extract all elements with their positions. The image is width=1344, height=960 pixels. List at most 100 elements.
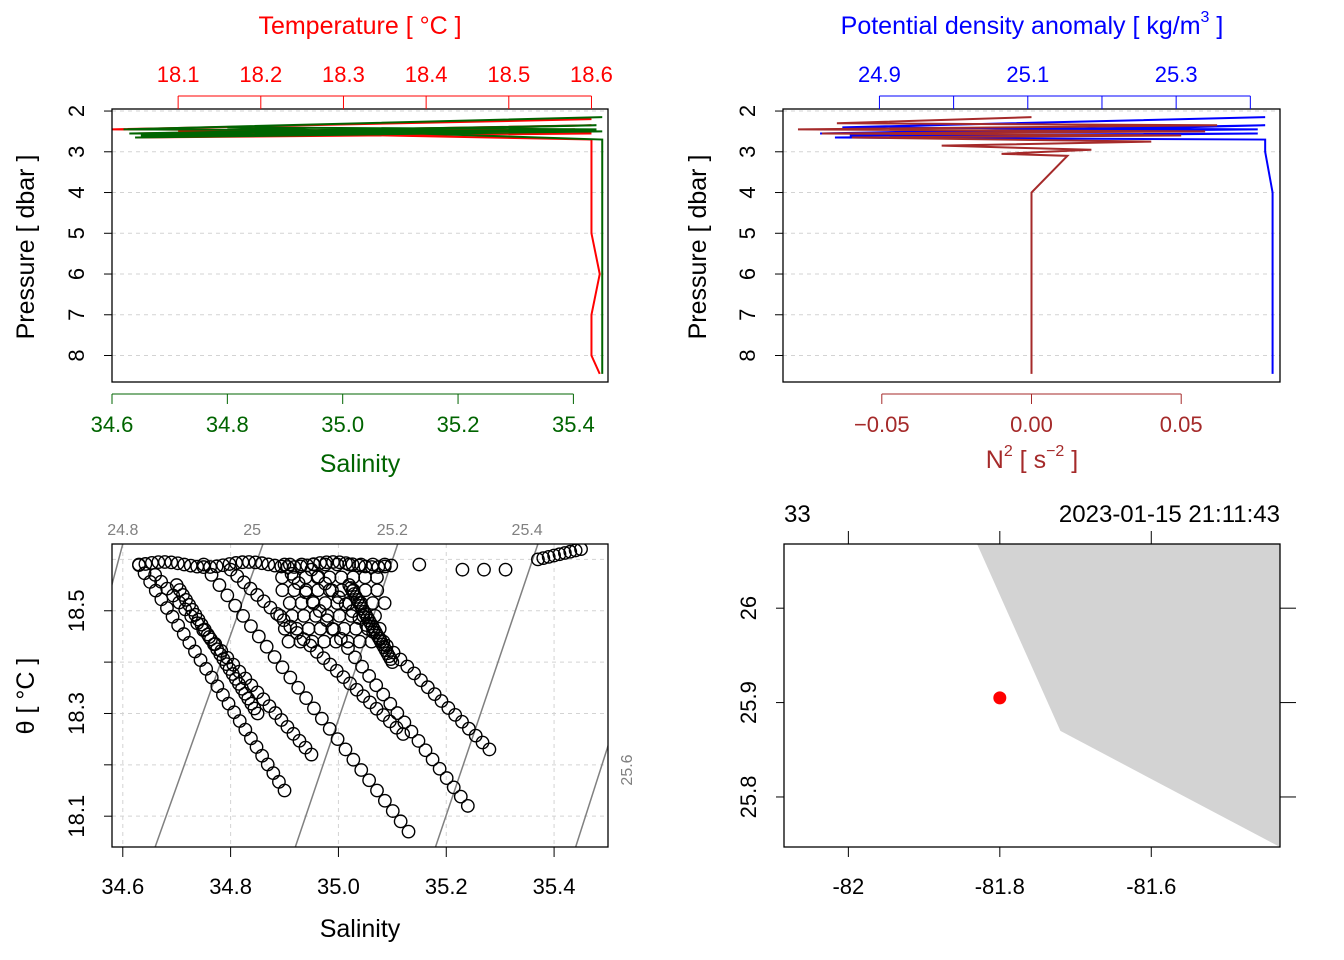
ts-point — [138, 557, 153, 571]
ts-point — [283, 670, 298, 685]
p1-y-tick-label: 8 — [64, 349, 89, 361]
ts-point — [547, 548, 561, 563]
ts-point — [251, 629, 266, 644]
ts-point — [291, 680, 306, 695]
ts-point — [307, 701, 321, 716]
ts-point — [313, 621, 328, 636]
ts-point — [332, 555, 347, 570]
ts-point — [334, 570, 349, 585]
p1-top-axis-title: Temperature [ °C ] — [258, 12, 461, 40]
ts-point — [255, 748, 270, 763]
ts-point — [204, 567, 219, 582]
p1-y-tick-label: 2 — [64, 105, 89, 117]
ts-point — [468, 728, 483, 743]
p4-y-tick-label: 25.8 — [736, 776, 761, 819]
p4-y-ticks: 25.8 25.9 26 — [736, 596, 1296, 818]
ts-point — [171, 618, 186, 633]
p2-top-ticks: 24.9 25.1 25.3 — [858, 62, 1251, 109]
ts-point — [176, 627, 191, 641]
ts-point — [370, 783, 384, 798]
ts-point — [384, 558, 399, 573]
p1-y-ticks: 2 3 4 5 6 7 8 — [64, 105, 112, 362]
ts-point — [232, 714, 247, 728]
ts-point — [411, 734, 426, 748]
ts-point — [275, 660, 290, 675]
ts-point — [196, 557, 211, 572]
ts-point — [305, 634, 320, 649]
ts-point — [294, 596, 309, 610]
p2-bottom-title-sup2: −2 — [1046, 443, 1064, 460]
ts-point — [358, 583, 373, 598]
ts-point — [216, 688, 230, 702]
ts-point — [346, 752, 361, 767]
p3-isopycnal-labels: 24.8 25 25.2 25.4 25.6 — [107, 522, 636, 786]
ts-point — [284, 566, 299, 581]
ts-point — [418, 743, 433, 758]
ts-point — [277, 557, 292, 572]
ts-point — [404, 724, 419, 739]
p1-y-tick-label: 5 — [64, 227, 89, 239]
ts-point — [377, 596, 392, 610]
p1-bottom-tick-label: 35.4 — [552, 412, 595, 437]
ts-point — [498, 562, 513, 577]
p3-isopycnals — [112, 544, 608, 847]
p3-y-axis-title: θ [ °C ] — [12, 658, 40, 735]
p1-top-tick-label: 18.5 — [487, 62, 530, 87]
p3-plot-frame — [111, 543, 609, 848]
p1-bottom-tick-label: 35.0 — [321, 412, 364, 437]
ts-point — [182, 635, 197, 650]
ts-point — [332, 608, 347, 623]
ts-point — [148, 583, 163, 598]
ts-point — [425, 752, 440, 767]
ts-point — [368, 608, 382, 623]
p1-bottom-tick-label: 34.8 — [206, 412, 249, 437]
p2-y-tick-label: 6 — [735, 268, 760, 280]
isopycnal-label: 25.4 — [512, 522, 543, 539]
p2-top-tick-label: 25.1 — [1006, 62, 1049, 87]
p1-lines — [111, 116, 604, 375]
ts-point — [277, 783, 292, 798]
ts-point — [427, 687, 442, 702]
p2-top-tick-label: 25.3 — [1155, 62, 1198, 87]
isopycnal-line — [434, 544, 539, 847]
p1-bottom-axis-title: Salinity — [320, 450, 401, 478]
station-marker[interactable] — [993, 691, 1007, 705]
p2-y-axis-title: Pressure [ dbar ] — [684, 155, 712, 340]
ts-point — [349, 621, 363, 636]
ts-point — [407, 666, 422, 681]
ts-point — [460, 799, 475, 813]
ts-point — [301, 621, 316, 636]
ts-point — [412, 557, 427, 572]
ts-point — [536, 551, 551, 566]
p2-y-tick-label: 4 — [735, 186, 760, 198]
ts-point — [261, 557, 276, 572]
panel-station-map: -82 -81.8 -81.6 25.8 25.9 26 33 2023-01-15 2… — [736, 501, 1296, 899]
ts-point — [362, 773, 377, 788]
ts-point — [248, 555, 263, 570]
ts-point — [475, 735, 490, 750]
p2-y-tick-label: 5 — [735, 227, 760, 239]
ts-point — [221, 696, 236, 711]
ts-point — [563, 544, 578, 559]
p2-bottom-title-end: ] — [1064, 446, 1078, 474]
p1-y-tick-label: 3 — [64, 146, 89, 158]
ts-point — [541, 549, 556, 564]
ts-point — [461, 721, 476, 736]
p1-y-tick-label: 6 — [64, 268, 89, 280]
ts-point — [372, 621, 387, 636]
ts-point — [383, 652, 398, 667]
ts-point — [400, 659, 415, 674]
ts-point — [244, 731, 258, 746]
ts-point — [574, 544, 588, 557]
p1-y-axis-title: Pressure [ dbar ] — [12, 155, 40, 340]
ts-point — [477, 562, 491, 577]
p3-y-tick-label: 18.1 — [64, 795, 89, 838]
p2-plot-frame — [782, 108, 1281, 383]
ts-point — [282, 596, 297, 610]
p3-x-tick-label: 35.0 — [317, 874, 360, 899]
p3-x-tick-label: 34.6 — [101, 874, 144, 899]
ts-point — [267, 558, 282, 573]
ts-point — [199, 661, 214, 676]
p3-x-axis-title: Salinity — [320, 915, 401, 943]
